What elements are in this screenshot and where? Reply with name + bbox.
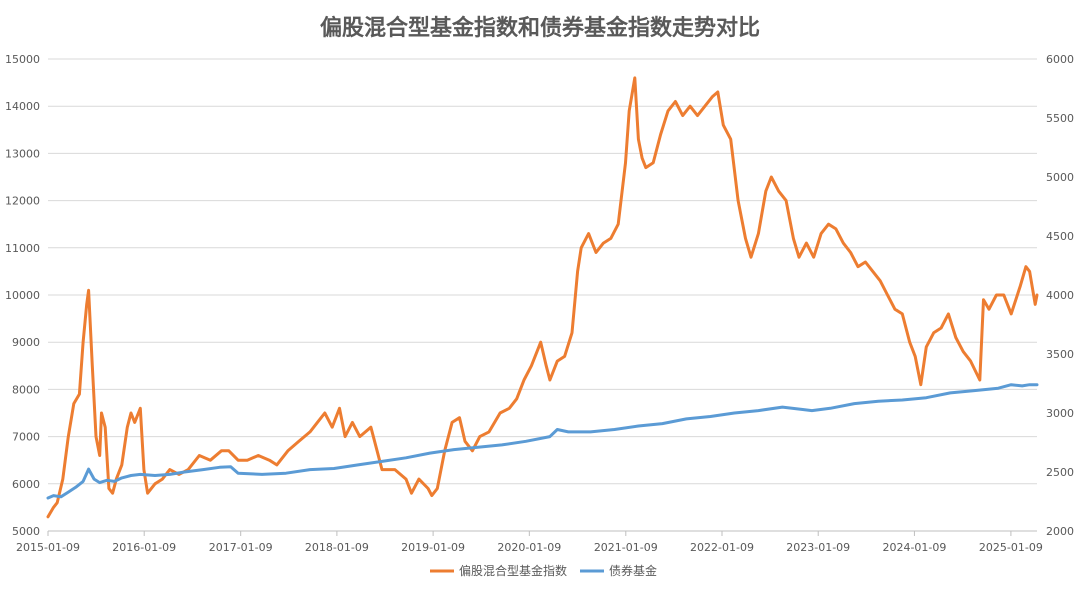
right-axis-tick-label: 6000 xyxy=(1046,53,1074,66)
left-axis-tick-label: 14000 xyxy=(5,100,40,113)
x-axis-tick-label: 2020-01-09 xyxy=(497,541,561,554)
x-axis-tick-label: 2025-01-09 xyxy=(979,541,1043,554)
x-axis-ticks: 2015-01-09 2016-01-09 2017-01-09 2018-01-09… xyxy=(16,530,1043,554)
series-line-2 xyxy=(46,383,1039,500)
series-lines xyxy=(46,76,1039,519)
x-axis-tick-label: 2015-01-09 xyxy=(16,541,80,554)
right-axis-tick-label: 5000 xyxy=(1046,171,1074,184)
x-axis-tick-label: 2024-01-09 xyxy=(882,541,946,554)
left-axis-tick-label: 9000 xyxy=(12,336,40,349)
chart-title: 偏股混合型基金指数和债券基金指数走势对比 xyxy=(319,16,760,41)
x-axis-tick-label: 2022-01-09 xyxy=(690,541,754,554)
series-line-1 xyxy=(46,76,1039,519)
left-axis-tick-label: 6000 xyxy=(12,478,40,491)
left-axis-tick-label: 5000 xyxy=(12,525,40,538)
legend-label-1: 偏股混合型基金指数 xyxy=(459,563,567,578)
x-axis-tick-label: 2016-01-09 xyxy=(112,541,176,554)
x-axis-tick-label: 2021-01-09 xyxy=(594,541,658,554)
x-axis-tick-label: 2018-01-09 xyxy=(305,541,369,554)
legend: 偏股混合型基金指数 债券基金 xyxy=(430,563,657,578)
left-axis-tick-label: 15000 xyxy=(5,53,40,66)
right-axis-tick-label: 2500 xyxy=(1046,466,1074,479)
x-axis-tick-label: 2023-01-09 xyxy=(786,541,850,554)
right-axis-tick-label: 4000 xyxy=(1046,289,1074,302)
legend-label-2: 债券基金 xyxy=(609,563,657,578)
x-axis-tick-label: 2019-01-09 xyxy=(401,541,465,554)
left-axis-tick-label: 8000 xyxy=(12,383,40,396)
left-axis-tick-label: 7000 xyxy=(12,431,40,444)
right-axis-tick-label: 3500 xyxy=(1046,348,1074,361)
right-axis-tick-label: 3000 xyxy=(1046,407,1074,420)
left-axis-ticks: 5000 6000 7000 8000 9000 10000 11000 12000 13000… xyxy=(5,53,40,538)
right-axis-tick-label: 2000 xyxy=(1046,525,1074,538)
right-axis-tick-label: 5500 xyxy=(1046,112,1074,125)
right-axis-tick-label: 4500 xyxy=(1046,230,1074,243)
x-axis-tick-label: 2017-01-09 xyxy=(209,541,273,554)
left-axis-tick-label: 11000 xyxy=(5,242,40,255)
left-axis-tick-label: 10000 xyxy=(5,289,40,302)
right-axis-ticks: 2000 2500 3000 3500 4000 4500 5000 5500 6000 xyxy=(1046,53,1074,538)
left-axis-tick-label: 12000 xyxy=(5,195,40,208)
left-axis-tick-label: 13000 xyxy=(5,147,40,160)
